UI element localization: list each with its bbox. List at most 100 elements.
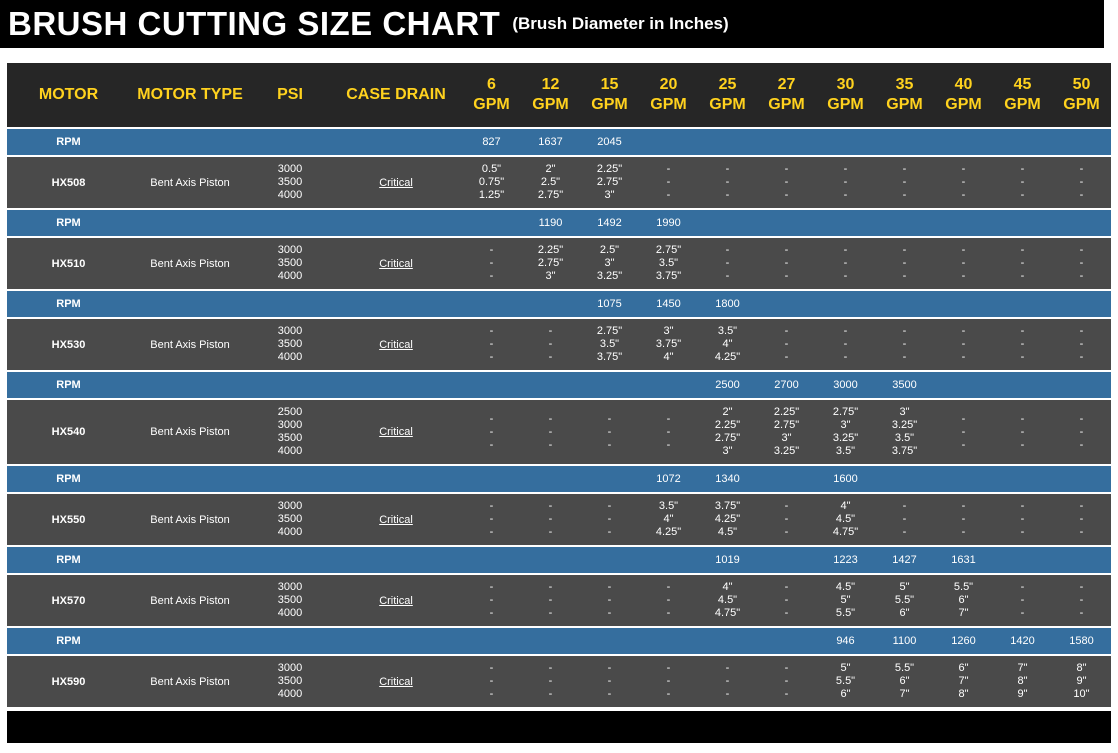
- rpm-value-50-gpm: [1052, 372, 1111, 398]
- rpm-value-15-gpm: 1075: [580, 291, 639, 317]
- size-values-15-gpm: ---: [580, 656, 639, 707]
- rpm-value-27-gpm: [757, 547, 816, 573]
- size-values-20-gpm: ---: [639, 157, 698, 208]
- size-values-6-gpm: ---: [462, 238, 521, 289]
- rpm-value-12-gpm: 1637: [521, 129, 580, 155]
- rpm-value-15-gpm: [580, 372, 639, 398]
- case-drain-link[interactable]: Critical: [379, 176, 413, 189]
- motor-type: Bent Axis Piston: [130, 656, 250, 707]
- rpm-value-40-gpm: [934, 129, 993, 155]
- size-values-30-gpm: ---: [816, 157, 875, 208]
- size-values-50-gpm: ---: [1052, 238, 1111, 289]
- rpm-value-35-gpm: [875, 466, 934, 492]
- rpm-value-45-gpm: [993, 547, 1052, 573]
- size-values-25-gpm: 3.5" 4" 4.25": [698, 319, 757, 370]
- motor-row-HX590: HX590 Bent Axis Piston 3000 3500 4000 Critica…: [7, 656, 1111, 707]
- rpm-value-30-gpm: [816, 129, 875, 155]
- rpm-value-20-gpm: 1072: [639, 466, 698, 492]
- rpm-value-6-gpm: [462, 547, 521, 573]
- size-values-45-gpm: ---: [993, 319, 1052, 370]
- rpm-row-label: RPM: [7, 466, 130, 492]
- rpm-value-50-gpm: [1052, 291, 1111, 317]
- col-header-motor: MOTOR: [7, 63, 130, 127]
- col-header-27-gpm: 27 GPM: [757, 63, 816, 127]
- rpm-row-HX510: RPM 1190 1492 1990: [7, 210, 1111, 236]
- size-values-25-gpm: ---: [698, 157, 757, 208]
- rpm-value-27-gpm: [757, 129, 816, 155]
- size-values-50-gpm: 8" 9" 10": [1052, 656, 1111, 707]
- size-values-6-gpm: ---: [462, 400, 521, 464]
- rpm-value-6-gpm: [462, 372, 521, 398]
- size-chart-table: MOTOR MOTOR TYPE PSI CASE DRAIN 6 GPM 12 GP…: [7, 61, 1111, 709]
- size-values-40-gpm: ---: [934, 400, 993, 464]
- rpm-value-6-gpm: 827: [462, 129, 521, 155]
- case-drain-link[interactable]: Critical: [379, 257, 413, 270]
- size-values-27-gpm: ---: [757, 157, 816, 208]
- size-values-45-gpm: 7" 8" 9": [993, 656, 1052, 707]
- rpm-row-label: RPM: [7, 547, 130, 573]
- size-values-25-gpm: ---: [698, 656, 757, 707]
- case-drain-cell: Critical: [330, 319, 462, 370]
- size-values-40-gpm: ---: [934, 238, 993, 289]
- col-header-psi: PSI: [250, 63, 330, 127]
- psi-values: 3000 3500 4000: [250, 319, 330, 370]
- rpm-value-35-gpm: [875, 291, 934, 317]
- rpm-value-27-gpm: [757, 466, 816, 492]
- rpm-value-15-gpm: [580, 628, 639, 654]
- size-values-40-gpm: 5.5" 6" 7": [934, 575, 993, 626]
- size-values-25-gpm: ---: [698, 238, 757, 289]
- case-drain-cell: Critical: [330, 238, 462, 289]
- case-drain-link[interactable]: Critical: [379, 338, 413, 351]
- size-values-27-gpm: ---: [757, 319, 816, 370]
- motor-name: HX540: [7, 400, 130, 464]
- rpm-value-35-gpm: 1427: [875, 547, 934, 573]
- size-values-35-gpm: ---: [875, 494, 934, 545]
- col-header-6-gpm: 6 GPM: [462, 63, 521, 127]
- motor-type: Bent Axis Piston: [130, 238, 250, 289]
- rpm-empty-motor-type: [130, 129, 250, 155]
- size-values-50-gpm: ---: [1052, 400, 1111, 464]
- rpm-value-30-gpm: [816, 291, 875, 317]
- case-drain-link[interactable]: Critical: [379, 426, 413, 438]
- size-values-45-gpm: ---: [993, 157, 1052, 208]
- size-values-15-gpm: ---: [580, 400, 639, 464]
- rpm-value-25-gpm: 1340: [698, 466, 757, 492]
- case-drain-link[interactable]: Critical: [379, 594, 413, 607]
- motor-row-HX570: HX570 Bent Axis Piston 3000 3500 4000 Critica…: [7, 575, 1111, 626]
- rpm-value-35-gpm: 3500: [875, 372, 934, 398]
- size-values-6-gpm: ---: [462, 575, 521, 626]
- rpm-value-15-gpm: [580, 466, 639, 492]
- size-values-35-gpm: ---: [875, 238, 934, 289]
- rpm-value-35-gpm: [875, 129, 934, 155]
- size-values-35-gpm: 5.5" 6" 7": [875, 656, 934, 707]
- psi-values: 3000 3500 4000: [250, 157, 330, 208]
- rpm-value-25-gpm: 1800: [698, 291, 757, 317]
- rpm-value-40-gpm: [934, 466, 993, 492]
- size-values-27-gpm: ---: [757, 238, 816, 289]
- rpm-empty-psi: [250, 372, 330, 398]
- size-values-35-gpm: 3" 3.25" 3.5" 3.75": [875, 400, 934, 464]
- size-values-30-gpm: ---: [816, 319, 875, 370]
- rpm-empty-motor-type: [130, 628, 250, 654]
- title-bar: BRUSH CUTTING SIZE CHART (Brush Diameter…: [0, 0, 1104, 48]
- rpm-value-40-gpm: [934, 210, 993, 236]
- page-title: BRUSH CUTTING SIZE CHART: [8, 5, 501, 42]
- size-values-20-gpm: ---: [639, 575, 698, 626]
- rpm-empty-motor-type: [130, 466, 250, 492]
- case-drain-link[interactable]: Critical: [379, 675, 413, 688]
- rpm-value-35-gpm: 1100: [875, 628, 934, 654]
- size-values-50-gpm: ---: [1052, 319, 1111, 370]
- size-values-20-gpm: 3" 3.75" 4": [639, 319, 698, 370]
- rpm-value-50-gpm: [1052, 129, 1111, 155]
- rpm-value-25-gpm: [698, 210, 757, 236]
- case-drain-cell: Critical: [330, 157, 462, 208]
- rpm-empty-case-drain: [330, 291, 462, 317]
- motor-row-HX550: HX550 Bent Axis Piston 3000 3500 4000 Critica…: [7, 494, 1111, 545]
- case-drain-cell: Critical: [330, 656, 462, 707]
- size-values-12-gpm: ---: [521, 319, 580, 370]
- rpm-empty-case-drain: [330, 372, 462, 398]
- case-drain-link[interactable]: Critical: [379, 513, 413, 526]
- size-values-35-gpm: ---: [875, 319, 934, 370]
- rpm-value-50-gpm: [1052, 210, 1111, 236]
- rpm-value-27-gpm: [757, 291, 816, 317]
